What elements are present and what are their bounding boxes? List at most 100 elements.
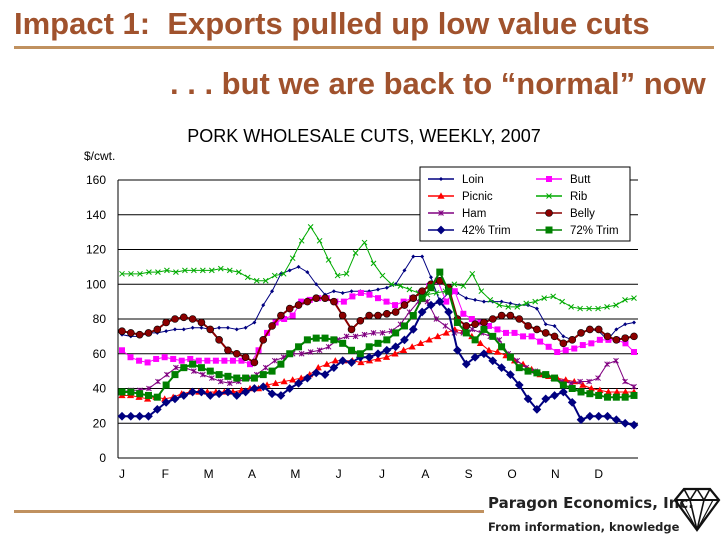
x-tick-label: D — [594, 467, 603, 481]
data-point — [462, 322, 471, 330]
data-point — [181, 327, 186, 332]
data-point — [164, 267, 170, 274]
data-point — [420, 254, 425, 259]
data-point — [541, 295, 548, 302]
data-point — [349, 293, 356, 300]
data-point — [189, 360, 197, 368]
data-point — [552, 323, 557, 328]
data-point — [294, 378, 303, 388]
data-point — [496, 302, 503, 308]
data-point — [208, 375, 215, 381]
data-point — [303, 336, 311, 344]
data-point — [289, 376, 297, 383]
data-point — [262, 364, 269, 371]
data-point — [343, 333, 350, 340]
data-point — [568, 385, 576, 392]
data-point — [352, 333, 359, 340]
data-point — [604, 388, 612, 395]
data-point — [622, 297, 628, 303]
data-point — [214, 389, 224, 399]
data-point — [329, 363, 339, 373]
data-point — [285, 384, 295, 393]
data-point — [493, 348, 502, 355]
data-point — [621, 334, 629, 342]
data-point — [303, 373, 312, 383]
data-point — [206, 367, 214, 375]
data-point — [199, 267, 206, 274]
data-point — [161, 354, 168, 361]
data-point — [238, 357, 245, 364]
data-point — [330, 336, 338, 344]
data-point — [187, 355, 194, 362]
data-point — [550, 391, 559, 400]
data-point — [505, 303, 512, 310]
data-point — [195, 357, 202, 364]
data-point — [559, 381, 567, 389]
data-point — [524, 367, 532, 375]
data-point — [494, 326, 501, 333]
data-point — [621, 393, 629, 401]
data-point — [323, 360, 331, 367]
data-point — [316, 237, 323, 244]
data-point — [392, 302, 399, 309]
data-point — [612, 393, 620, 401]
data-point — [620, 418, 630, 428]
data-point — [244, 274, 251, 281]
data-point — [434, 332, 442, 340]
data-point — [408, 325, 418, 334]
data-point — [534, 306, 539, 311]
data-point — [586, 390, 594, 398]
data-point — [478, 288, 485, 295]
data-point — [127, 354, 134, 361]
data-point — [241, 387, 250, 397]
x-tick-label: M — [204, 467, 214, 481]
y-tick-label: 0 — [99, 451, 106, 465]
data-point — [554, 349, 561, 356]
data-point — [250, 374, 258, 382]
data-point — [314, 282, 319, 287]
data-point — [586, 325, 594, 334]
data-point — [418, 287, 426, 295]
data-point — [277, 360, 285, 368]
data-point — [520, 333, 527, 340]
data-point — [383, 309, 391, 318]
data-point — [162, 318, 170, 327]
data-point — [312, 294, 321, 302]
data-point — [289, 312, 296, 319]
data-point — [428, 275, 433, 280]
data-point — [391, 342, 401, 352]
data-point — [437, 192, 445, 199]
data-point — [506, 370, 515, 379]
data-point — [270, 289, 275, 294]
data-point — [320, 370, 330, 379]
data-point — [338, 311, 347, 320]
data-point — [375, 295, 381, 302]
data-point — [339, 339, 347, 347]
x-tick-label: S — [465, 467, 473, 481]
data-point — [438, 210, 444, 216]
data-point — [217, 325, 222, 330]
data-point — [217, 378, 224, 385]
data-point — [340, 298, 347, 305]
data-point — [559, 339, 568, 348]
data-point — [497, 311, 506, 320]
data-point — [136, 390, 144, 398]
data-point — [588, 340, 595, 347]
data-point — [153, 325, 162, 334]
data-point — [612, 336, 621, 344]
data-point — [258, 382, 268, 392]
data-point — [551, 374, 559, 382]
data-point — [212, 357, 219, 364]
data-point — [533, 369, 541, 377]
series-line-rib — [122, 225, 635, 310]
data-point — [480, 325, 488, 333]
data-point — [347, 358, 356, 367]
legend-label: Butt — [570, 174, 591, 186]
data-point — [190, 325, 195, 330]
data-point — [226, 267, 233, 274]
data-point — [461, 359, 471, 369]
data-point — [356, 316, 365, 325]
data-point — [567, 398, 577, 407]
legend-label: Picnic — [462, 191, 493, 203]
data-point — [468, 316, 475, 322]
